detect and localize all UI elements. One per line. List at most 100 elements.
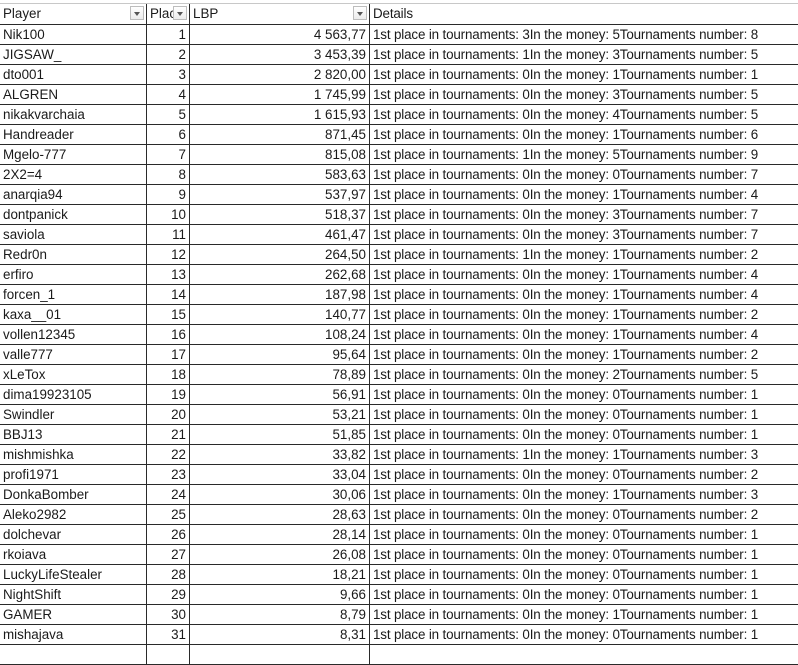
cell-player[interactable]: nikakvarchaia (0, 105, 147, 124)
cell-lbp[interactable]: 187,98 (190, 285, 370, 304)
cell-player[interactable]: erfiro (0, 265, 147, 284)
cell-player[interactable]: Aleko2982 (0, 505, 147, 524)
cell-place[interactable]: 18 (147, 365, 190, 384)
cell-player[interactable]: rkoiava (0, 545, 147, 564)
cell-lbp[interactable]: 28,14 (190, 525, 370, 544)
cell-details[interactable]: 1st place in tournaments: 0In the money:… (373, 607, 759, 622)
cell-details[interactable]: 1st place in tournaments: 0In the money:… (373, 227, 759, 242)
cell-details[interactable]: 1st place in tournaments: 3In the money:… (373, 27, 759, 42)
cell-place[interactable]: 9 (147, 185, 190, 204)
cell-lbp[interactable] (190, 645, 370, 664)
cell-details[interactable]: 1st place in tournaments: 0In the money:… (373, 387, 759, 402)
cell-place[interactable]: 10 (147, 205, 190, 224)
cell-place[interactable]: 13 (147, 265, 190, 284)
cell-lbp[interactable]: 461,47 (190, 225, 370, 244)
cell-details[interactable]: 1st place in tournaments: 0In the money:… (373, 547, 759, 562)
cell-place[interactable]: 21 (147, 425, 190, 444)
cell-player[interactable]: Handreader (0, 125, 147, 144)
cell-details[interactable]: 1st place in tournaments: 0In the money:… (373, 627, 759, 642)
cell-details[interactable]: 1st place in tournaments: 0In the money:… (373, 347, 759, 362)
cell-lbp[interactable]: 28,63 (190, 505, 370, 524)
cell-place[interactable]: 14 (147, 285, 190, 304)
cell-player[interactable]: Mgelo-777 (0, 145, 147, 164)
cell-lbp[interactable]: 1 615,93 (190, 105, 370, 124)
cell-player[interactable]: NightShift (0, 585, 147, 604)
cell-lbp[interactable]: 264,50 (190, 245, 370, 264)
header-place[interactable]: Plac (147, 4, 190, 24)
cell-lbp[interactable]: 2 820,00 (190, 65, 370, 84)
cell-details[interactable]: 1st place in tournaments: 0In the money:… (373, 107, 759, 122)
cell-details[interactable]: 1st place in tournaments: 1In the money:… (373, 147, 759, 162)
filter-dropdown-icon[interactable] (173, 6, 187, 20)
cell-details[interactable] (370, 645, 798, 664)
cell-place[interactable]: 17 (147, 345, 190, 364)
cell-place[interactable]: 4 (147, 85, 190, 104)
cell-lbp[interactable]: 3 453,39 (190, 45, 370, 64)
cell-lbp[interactable]: 815,08 (190, 145, 370, 164)
cell-place[interactable]: 22 (147, 445, 190, 464)
cell-details[interactable]: 1st place in tournaments: 1In the money:… (373, 447, 759, 462)
cell-details[interactable]: 1st place in tournaments: 0In the money:… (373, 187, 759, 202)
cell-lbp[interactable]: 537,97 (190, 185, 370, 204)
cell-details[interactable]: 1st place in tournaments: 0In the money:… (373, 327, 759, 342)
cell-player[interactable]: profi1971 (0, 465, 147, 484)
cell-player[interactable]: JIGSAW_ (0, 45, 147, 64)
cell-place[interactable]: 8 (147, 165, 190, 184)
cell-lbp[interactable]: 262,68 (190, 265, 370, 284)
cell-lbp[interactable]: 8,79 (190, 605, 370, 624)
cell-details[interactable]: 1st place in tournaments: 0In the money:… (373, 567, 759, 582)
cell-lbp[interactable]: 1 745,99 (190, 85, 370, 104)
cell-lbp[interactable]: 518,37 (190, 205, 370, 224)
cell-details[interactable]: 1st place in tournaments: 0In the money:… (373, 507, 759, 522)
cell-place[interactable]: 29 (147, 585, 190, 604)
cell-place[interactable]: 15 (147, 305, 190, 324)
cell-details[interactable]: 1st place in tournaments: 0In the money:… (373, 267, 759, 282)
cell-place[interactable]: 27 (147, 545, 190, 564)
cell-player[interactable]: LuckyLifeStealer (0, 565, 147, 584)
cell-player[interactable]: valle777 (0, 345, 147, 364)
cell-details[interactable]: 1st place in tournaments: 0In the money:… (373, 207, 759, 222)
cell-lbp[interactable]: 30,06 (190, 485, 370, 504)
cell-details[interactable]: 1st place in tournaments: 0In the money:… (373, 587, 759, 602)
cell-details[interactable]: 1st place in tournaments: 1In the money:… (373, 247, 759, 262)
cell-lbp[interactable]: 26,08 (190, 545, 370, 564)
cell-details[interactable]: 1st place in tournaments: 1In the money:… (373, 47, 759, 62)
cell-place[interactable]: 5 (147, 105, 190, 124)
cell-details[interactable]: 1st place in tournaments: 0In the money:… (373, 307, 759, 322)
cell-place[interactable]: 30 (147, 605, 190, 624)
cell-place[interactable]: 24 (147, 485, 190, 504)
cell-place[interactable]: 6 (147, 125, 190, 144)
cell-player[interactable]: xLeTox (0, 365, 147, 384)
cell-player[interactable]: anarqia94 (0, 185, 147, 204)
cell-place[interactable]: 7 (147, 145, 190, 164)
header-player[interactable]: Player (0, 4, 147, 24)
cell-details[interactable]: 1st place in tournaments: 0In the money:… (373, 367, 759, 382)
cell-place[interactable]: 28 (147, 565, 190, 584)
cell-player[interactable]: DonkaBomber (0, 485, 147, 504)
cell-player[interactable]: Nik100 (0, 25, 147, 44)
filter-dropdown-icon[interactable] (130, 6, 144, 20)
cell-place[interactable]: 11 (147, 225, 190, 244)
cell-details[interactable]: 1st place in tournaments: 0In the money:… (373, 287, 759, 302)
cell-lbp[interactable]: 95,64 (190, 345, 370, 364)
cell-details[interactable]: 1st place in tournaments: 0In the money:… (373, 67, 759, 82)
cell-player[interactable]: dima19923105 (0, 385, 147, 404)
cell-lbp[interactable]: 4 563,77 (190, 25, 370, 44)
cell-place[interactable]: 20 (147, 405, 190, 424)
cell-player[interactable]: dto001 (0, 65, 147, 84)
cell-lbp[interactable]: 51,85 (190, 425, 370, 444)
cell-place[interactable]: 25 (147, 505, 190, 524)
cell-lbp[interactable]: 8,31 (190, 625, 370, 644)
cell-place[interactable]: 26 (147, 525, 190, 544)
cell-place[interactable]: 16 (147, 325, 190, 344)
cell-player[interactable]: 2X2=4 (0, 165, 147, 184)
cell-lbp[interactable]: 78,89 (190, 365, 370, 384)
cell-details[interactable]: 1st place in tournaments: 0In the money:… (373, 427, 759, 442)
header-details[interactable]: Details (370, 4, 798, 24)
cell-player[interactable]: dolchevar (0, 525, 147, 544)
cell-details[interactable]: 1st place in tournaments: 0In the money:… (373, 407, 759, 422)
cell-player[interactable]: forcen_1 (0, 285, 147, 304)
cell-lbp[interactable]: 18,21 (190, 565, 370, 584)
cell-player[interactable]: kaxa__01 (0, 305, 147, 324)
cell-lbp[interactable]: 33,04 (190, 465, 370, 484)
